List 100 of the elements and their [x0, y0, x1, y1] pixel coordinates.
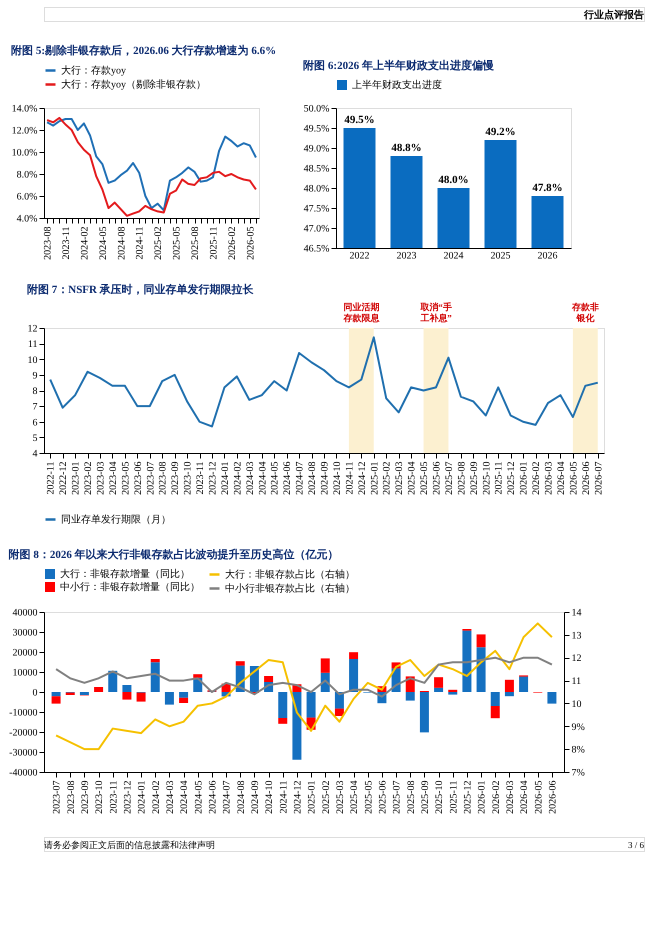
x-tick-label: 2024-02 [79, 226, 90, 260]
x-tick-label: 2025-02 [153, 226, 164, 260]
y-tick-label: -30000 [9, 748, 38, 758]
y-tick-label: 47.0% [304, 224, 330, 234]
y-tick-label: 12 [28, 324, 38, 334]
data-label: 49.2% [485, 126, 516, 138]
x-tick-label: 2025-08 [190, 226, 201, 260]
x-tick-label: 2024-12 [292, 780, 304, 814]
x-tick-label: 2024-10 [264, 780, 276, 814]
x-tick-label: 2025-11 [448, 780, 460, 814]
x-tick-label: 2023-01 [70, 462, 82, 495]
x-tick-label: 2024-03 [164, 780, 176, 814]
x-tick-label: 2026-06 [580, 462, 592, 495]
x-tick-label: 2025-02 [382, 462, 393, 495]
x-tick-label: 2026 [538, 250, 558, 262]
data-label: 48.0% [438, 174, 469, 186]
legend-label: 大行：非银存款增量（同比） [60, 568, 190, 580]
x-tick-label: 2024-03 [244, 462, 256, 495]
x-tick-label: 2026-06 [547, 780, 558, 814]
y2-tick-label: 10 [572, 698, 582, 710]
band-label: 存款非银化 [570, 302, 599, 323]
x-tick-label: 2024-05 [270, 462, 281, 495]
y2-tick-label: 11 [572, 676, 582, 688]
x-tick-label: 2024-01 [136, 780, 148, 814]
x-tick-label: 2025-12 [462, 780, 474, 814]
chart-title: 附图 5:剔除非银存款后，2026.06 大行存款增速为 6.6% [11, 44, 276, 57]
legend-label: 上半年财政支出进度 [352, 79, 442, 91]
x-tick-label: 2022 [350, 250, 370, 262]
y-tick-label: 46.5% [304, 244, 330, 254]
data-label: 48.8% [391, 142, 422, 154]
band-label: 同业活期存款限息 [342, 302, 380, 323]
y-tick-label: 7 [32, 402, 38, 413]
x-tick-label: 2026-04 [519, 780, 530, 814]
y-tick-label: 0 [32, 688, 38, 698]
data-label: 49.5% [344, 114, 375, 126]
legend-label: 大行：存款yoy [61, 64, 126, 76]
x-tick-label: 2026-07 [593, 462, 604, 495]
x-tick-label: 2023-02 [83, 462, 94, 495]
x-tick-label: 2024-06 [282, 462, 294, 495]
y2-tick-label: 8% [572, 744, 585, 756]
y-tick-label: -40000 [9, 768, 38, 778]
x-tick-label: 2025-03 [394, 462, 406, 495]
x-tick-label: 2025-10 [434, 780, 446, 814]
x-tick-label: 2024-02 [150, 780, 162, 814]
y2-tick-label: 12 [572, 653, 582, 664]
x-tick-label: 2023-11 [108, 780, 120, 814]
x-tick-label: 2024-04 [179, 780, 190, 814]
x-tick-label: 2023-11 [195, 462, 206, 494]
x-tick-label: 2025-01 [369, 462, 380, 495]
x-tick-label: 2024-09 [250, 780, 261, 814]
chart-title: 附图 6:2026 年上半年财政支出进度偏慢 [303, 59, 494, 72]
y-tick-label: 9 [32, 370, 38, 382]
x-tick-label: 2024-02 [232, 462, 244, 495]
x-tick-label: 2024-05 [98, 226, 109, 260]
x-tick-label: 2023-08 [66, 780, 77, 814]
x-tick-label: 2025-01 [306, 780, 318, 814]
x-tick-label: 2025-07 [444, 462, 455, 495]
y-tick-label: 8 [32, 386, 38, 397]
x-tick-label: 2023-09 [170, 462, 182, 495]
x-tick-label: 2023-12 [208, 462, 218, 495]
x-tick-label: 2024-10 [332, 462, 343, 495]
y-tick-label: 50.0% [304, 104, 330, 114]
x-tick-label: 2023-03 [96, 462, 106, 495]
y-tick-label: 20000 [12, 648, 38, 658]
y-tick-label: 48.0% [304, 184, 330, 194]
x-tick-label: 2026-01 [518, 462, 530, 495]
legend-label: 中小行：非银存款增量（同比） [60, 581, 200, 593]
x-tick-label: 2025-04 [349, 780, 360, 814]
x-tick-label: 2024-06 [207, 780, 218, 814]
x-tick-label: 2024-09 [320, 462, 330, 495]
y-tick-label: 5 [32, 432, 38, 444]
x-tick-label: 2023-09 [80, 780, 91, 814]
y-tick-label: 49.5% [304, 124, 330, 134]
x-tick-label: 2024-11 [134, 226, 146, 260]
x-tick-label: 2026-04 [556, 462, 567, 495]
y-tick-label: 10 [28, 354, 38, 366]
x-tick-label: 2023-07 [145, 462, 156, 495]
y-tick-label: 6 [32, 417, 38, 428]
x-tick-label: 2025-06 [377, 780, 388, 814]
x-tick-label: 2024-07 [222, 780, 233, 814]
y-tick-label: 48.5% [304, 164, 330, 174]
x-tick-label: 2026-01 [476, 780, 488, 814]
x-tick-label: 2023-04 [108, 462, 119, 495]
legend-label: 大行：非银存款占比（右轴） [225, 568, 355, 580]
y2-tick-label: 14 [572, 608, 582, 618]
x-tick-label: 2023 [396, 250, 416, 262]
x-tick-label: 2025-10 [481, 462, 492, 495]
x-tick-label: 2023-05 [120, 462, 132, 495]
y2-tick-label: 9% [572, 722, 585, 733]
x-tick-label: 2023-06 [132, 462, 144, 495]
y-tick-label: 10.0% [12, 148, 38, 158]
x-tick-label: 2023-12 [122, 780, 134, 814]
text: 3 / 6 [628, 840, 644, 850]
chart-title: 附图 8：2026 年以来大行非银存款占比波动提升至历史高位（亿元） [8, 548, 339, 561]
x-tick-label: 2023-07 [52, 780, 63, 814]
y-tick-label: -10000 [9, 708, 38, 718]
y-tick-label: 11 [28, 339, 38, 350]
legend-label: 大行：存款yoy（剔除非银存款） [61, 78, 206, 90]
y-tick-label: 4 [32, 448, 38, 460]
y-tick-label: 30000 [12, 628, 38, 638]
